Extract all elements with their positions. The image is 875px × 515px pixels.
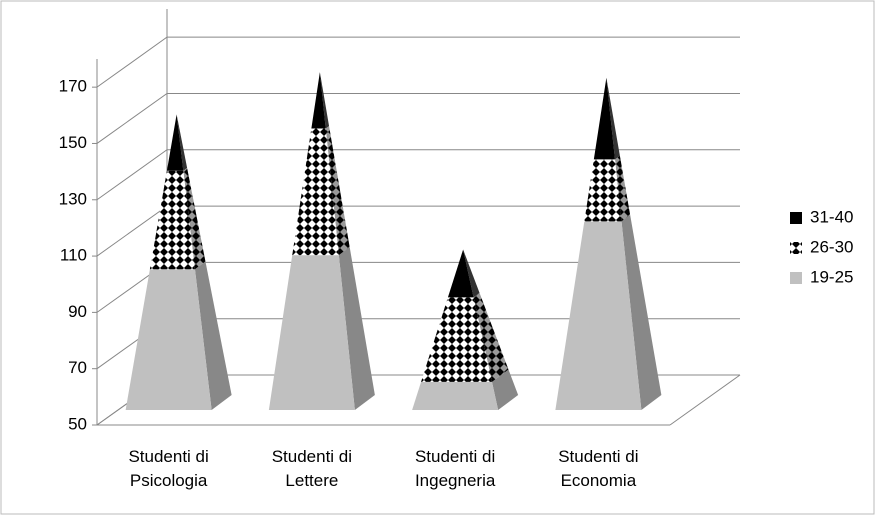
pyramid-side xyxy=(463,249,480,298)
floor-edge xyxy=(669,374,741,426)
pyramid-segment xyxy=(149,170,195,270)
grid-line xyxy=(96,149,740,201)
y-tick-label: 170 xyxy=(59,77,87,96)
y-tick-label: 70 xyxy=(68,358,87,377)
pyramid-side xyxy=(319,72,330,129)
pyramid-segment xyxy=(447,249,474,298)
pyramid-side xyxy=(194,261,232,410)
legend-swatch xyxy=(790,212,802,224)
pyramid-segment xyxy=(125,269,212,410)
pyramid-side xyxy=(176,114,188,171)
pyramid-segment xyxy=(292,128,339,256)
pyramid-segment xyxy=(166,114,184,171)
pyramid-segment xyxy=(555,221,642,410)
pyramid-segment xyxy=(421,297,492,382)
legend-swatch xyxy=(790,272,802,284)
grid-line xyxy=(96,92,740,144)
y-tick-label: 110 xyxy=(60,246,87,265)
pyramid-segment xyxy=(311,72,326,129)
y-tick-label: 130 xyxy=(59,189,87,208)
y-tick-label: 50 xyxy=(68,414,87,433)
pyramid-segment xyxy=(593,77,615,160)
pyramid-segment xyxy=(268,255,355,410)
pyramid-side xyxy=(606,77,620,160)
legend-label: 31-40 xyxy=(810,207,853,226)
x-tick-label: Studenti di Economia xyxy=(558,447,639,490)
pyramid-side xyxy=(621,214,662,410)
x-tick-label: Studenti di Lettere xyxy=(271,447,353,490)
legend-swatch xyxy=(790,242,802,254)
pyramid-segment xyxy=(412,381,499,410)
pyramid-side xyxy=(473,292,509,382)
pyramid-side xyxy=(338,247,375,410)
x-tick-label: Studenti di Psicologia xyxy=(128,447,209,490)
grid-line xyxy=(96,36,740,88)
pyramid-side xyxy=(183,167,206,270)
y-tick-label: 150 xyxy=(59,133,87,152)
pyramid-side xyxy=(614,155,631,222)
legend-label: 19-25 xyxy=(810,267,853,286)
x-tick-label: Studenti di Ingegneria xyxy=(414,447,496,490)
y-tick-label: 90 xyxy=(68,302,87,321)
pyramid-segment xyxy=(584,159,622,222)
pyramid-side xyxy=(491,369,519,410)
pyramid-side xyxy=(325,125,350,256)
legend-label: 26-30 xyxy=(810,237,853,256)
